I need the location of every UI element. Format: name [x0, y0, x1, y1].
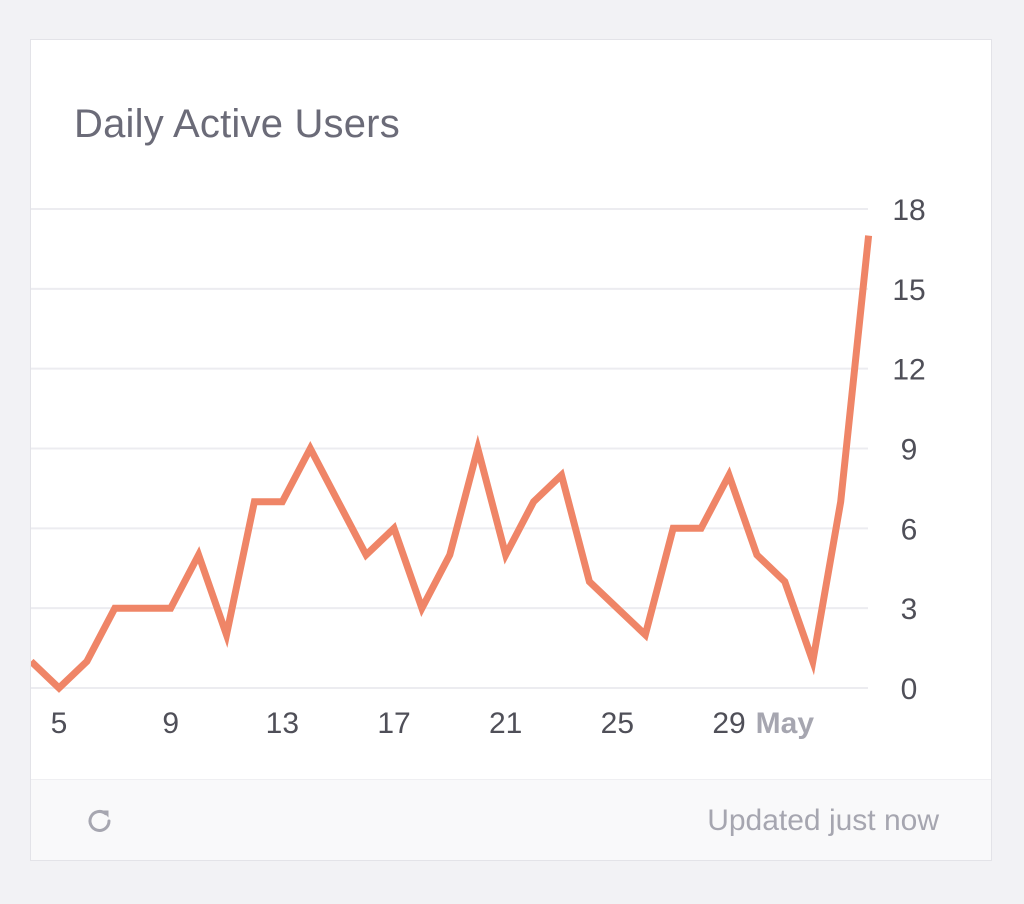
series-line [31, 235, 873, 693]
y-tick-label-0: 0 [901, 673, 918, 706]
updated-status: Updated just now [707, 804, 939, 837]
dau-card: Daily Active Users 0 3 6 9 12 15 18 5 9 13 17 21 25 2… [30, 39, 992, 861]
data-point-17 [502, 551, 509, 558]
data-point-25 [726, 472, 733, 479]
chart-title: Daily Active Users [74, 102, 400, 146]
data-point-18 [530, 498, 537, 505]
x-tick-label-29: 29 [712, 707, 745, 740]
dau-line-chart: 0 3 6 9 12 15 18 5 9 13 17 21 25 29 May [31, 194, 926, 740]
x-tick-label-9: 9 [162, 707, 179, 740]
data-point-27 [781, 578, 788, 585]
data-point-7 [223, 631, 230, 638]
data-point-10 [307, 445, 314, 452]
data-point-12 [363, 551, 370, 558]
data-point-2 [83, 658, 90, 665]
data-point-14 [418, 605, 425, 612]
data-point-3 [111, 605, 118, 612]
y-tick-label-12: 12 [892, 354, 925, 387]
x-tick-label-5: 5 [51, 707, 68, 740]
data-point-21 [614, 605, 621, 612]
y-tick-label-15: 15 [892, 274, 925, 307]
data-point-15 [446, 551, 453, 558]
x-tick-label-may: May [756, 707, 815, 740]
x-tick-label-25: 25 [601, 707, 634, 740]
x-tick-label-17: 17 [377, 707, 410, 740]
card-footer: Updated just now [31, 779, 991, 860]
data-point-11 [335, 498, 342, 505]
refresh-icon[interactable] [83, 804, 117, 838]
data-point-5 [167, 605, 174, 612]
data-point-6 [195, 551, 202, 558]
data-point-13 [391, 525, 398, 532]
data-point-22 [642, 631, 649, 638]
data-point-23 [670, 525, 677, 532]
data-point-19 [558, 472, 565, 479]
data-point-24 [698, 525, 705, 532]
y-tick-label-18: 18 [892, 194, 925, 227]
data-point-28 [809, 658, 816, 665]
y-tick-label-6: 6 [901, 513, 918, 546]
x-tick-label-21: 21 [489, 707, 522, 740]
y-tick-label-3: 3 [901, 593, 918, 626]
data-point-30 [865, 232, 872, 239]
data-point-1 [56, 685, 63, 692]
data-point-9 [279, 498, 286, 505]
y-tick-label-9: 9 [901, 434, 918, 467]
data-point-29 [837, 498, 844, 505]
data-point-26 [753, 551, 760, 558]
data-point-16 [474, 445, 481, 452]
x-tick-label-13: 13 [266, 707, 299, 740]
data-point-20 [586, 578, 593, 585]
data-point-8 [251, 498, 258, 505]
data-point-4 [139, 605, 146, 612]
